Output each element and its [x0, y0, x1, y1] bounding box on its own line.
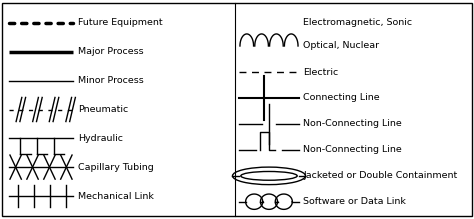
Text: Jacketed or Double Containment: Jacketed or Double Containment [303, 171, 457, 180]
Text: Optical, Nuclear: Optical, Nuclear [303, 41, 380, 51]
Text: Hydraulic: Hydraulic [78, 134, 123, 143]
Text: Mechanical Link: Mechanical Link [78, 191, 154, 201]
Text: Future Equipment: Future Equipment [78, 18, 163, 28]
Text: Capillary Tubing: Capillary Tubing [78, 162, 154, 172]
Text: Electromagnetic, Sonic: Electromagnetic, Sonic [303, 18, 412, 28]
Text: Electric: Electric [303, 67, 338, 77]
Text: Software or Data Link: Software or Data Link [303, 197, 406, 206]
Text: Minor Process: Minor Process [78, 76, 144, 85]
Ellipse shape [241, 171, 297, 180]
Text: Pneumatic: Pneumatic [78, 105, 128, 114]
Text: Major Process: Major Process [78, 47, 144, 57]
Text: Non-Connecting Line: Non-Connecting Line [303, 119, 402, 129]
Text: Connecting Line: Connecting Line [303, 93, 380, 102]
Text: Non-Connecting Line: Non-Connecting Line [303, 145, 402, 154]
